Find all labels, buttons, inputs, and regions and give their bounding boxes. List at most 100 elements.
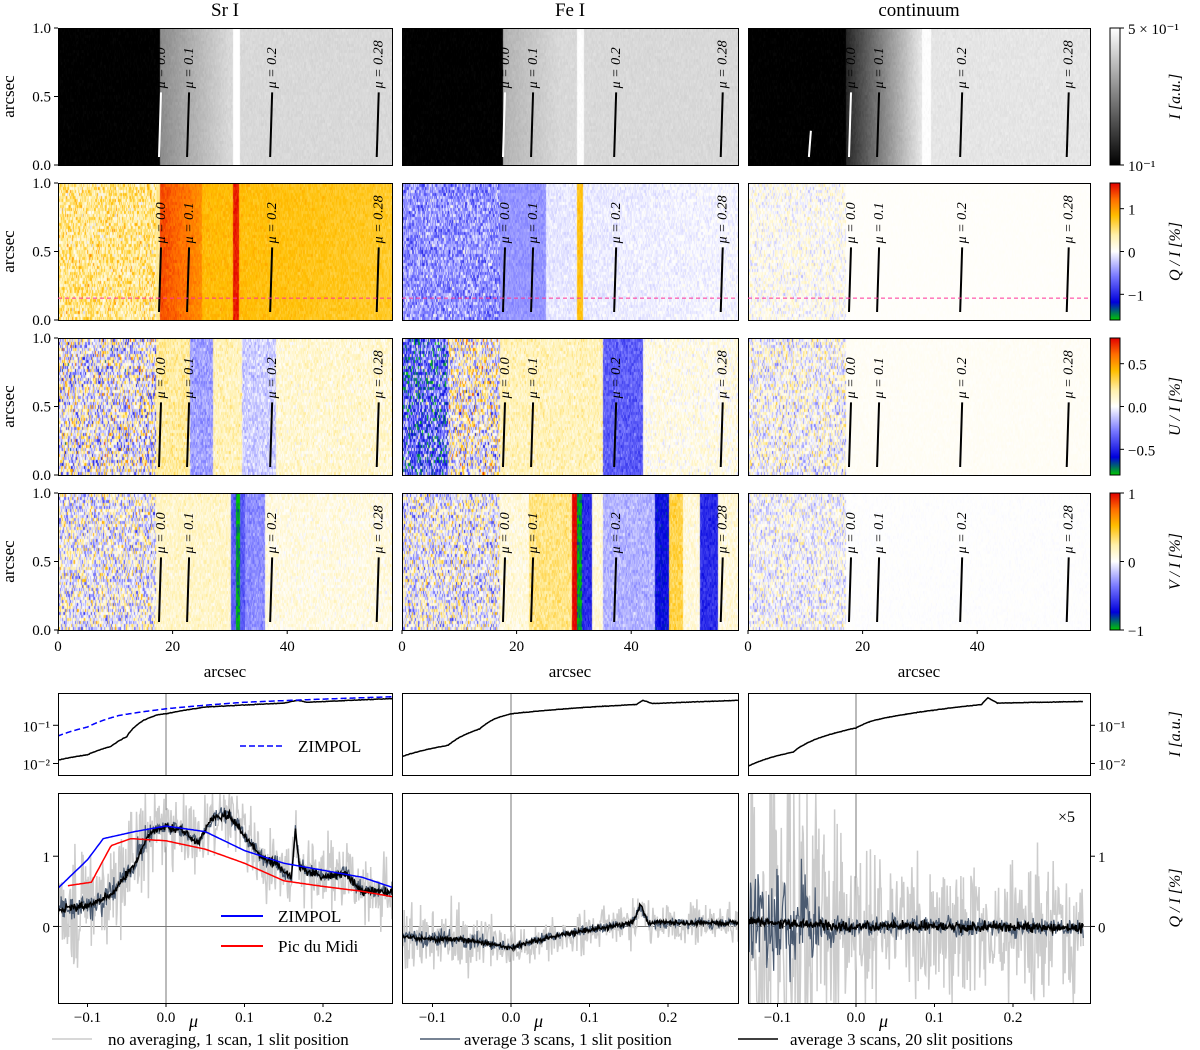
colorbar-tick-label: 5 × 10⁻¹ bbox=[1128, 22, 1179, 38]
mu-marker-line bbox=[876, 402, 881, 468]
mu-marker-label: μ = 0.2 bbox=[265, 47, 280, 89]
mu-marker-label: μ = 0.0 bbox=[154, 512, 169, 554]
heatmap-u-over-i-2 bbox=[748, 338, 1090, 475]
mu-marker-label: μ = 0.0 bbox=[498, 512, 513, 554]
heatmap-i-1 bbox=[402, 28, 738, 165]
mu-marker-line bbox=[157, 247, 162, 313]
mu-axis-label: μ bbox=[878, 1011, 888, 1031]
colorbar-tick-label: 0 bbox=[1128, 556, 1136, 572]
panel-frame bbox=[402, 183, 739, 321]
x-tick-label: −0.1 bbox=[764, 1010, 791, 1026]
mu-marker-line bbox=[719, 557, 724, 623]
y-tick-label: 0.0 bbox=[32, 623, 51, 639]
heatmap-v-over-i-1 bbox=[402, 493, 738, 630]
heatmap-q-over-i-1 bbox=[402, 183, 738, 320]
mu-marker-line bbox=[186, 247, 191, 313]
y-tick-label: 0.5 bbox=[32, 400, 51, 416]
q-curve-no-averaging bbox=[748, 793, 1085, 1003]
y-tick-label: 0 bbox=[43, 920, 51, 936]
mu-marker-label: μ = 0.0 bbox=[498, 47, 513, 89]
y-axis-label: arcsec bbox=[0, 385, 18, 428]
mu-marker-label: μ = 0.1 bbox=[526, 357, 541, 399]
heatmap-u-over-i-1 bbox=[402, 338, 738, 475]
mu-marker-line bbox=[876, 557, 881, 623]
colorbar-tick-label: 1 bbox=[1128, 487, 1136, 503]
mu-axis-label: μ bbox=[188, 1011, 198, 1031]
y-tick-label: 0.0 bbox=[32, 468, 51, 484]
panel-frame bbox=[58, 493, 393, 631]
colorbar bbox=[1109, 492, 1121, 631]
panel-frame bbox=[58, 693, 393, 776]
mu-marker-line bbox=[501, 557, 506, 623]
mu-marker-label: μ = 0.0 bbox=[154, 357, 169, 399]
mu-marker-label: μ = 0.0 bbox=[154, 202, 169, 244]
panel-frame bbox=[402, 338, 739, 476]
mu-marker-line bbox=[1065, 247, 1070, 313]
colorbar-label: V / I [%] bbox=[1167, 533, 1184, 590]
colorbar-tick-label: 10⁻¹ bbox=[1128, 159, 1155, 175]
i-curve-zimpol bbox=[58, 696, 392, 737]
heatmap-i-2 bbox=[748, 28, 1090, 165]
y-tick-label: 1.0 bbox=[32, 331, 51, 347]
x-tick-label: 0 bbox=[744, 639, 752, 655]
mu-marker-line bbox=[269, 247, 274, 313]
mu-marker-label: μ = 0.2 bbox=[609, 202, 624, 244]
mu-marker-label: μ = 0.2 bbox=[609, 357, 624, 399]
mu-marker-line bbox=[501, 247, 506, 313]
mu-marker-line bbox=[186, 92, 191, 158]
mu-marker-line bbox=[613, 557, 618, 623]
legend-label: ZIMPOL bbox=[278, 907, 341, 926]
mu-marker-line bbox=[530, 247, 535, 313]
x-tick-label: 20 bbox=[165, 639, 180, 655]
mu-marker-line bbox=[847, 402, 852, 468]
mu-marker-line bbox=[847, 247, 852, 313]
q-curve-average-20-slits bbox=[748, 915, 1085, 936]
q-curve-average-20-slits bbox=[402, 902, 738, 953]
mu-marker-label: μ = 0.1 bbox=[526, 47, 541, 89]
mu-marker-label: μ = 0.28 bbox=[372, 350, 387, 399]
mu-marker-label: μ = 0.28 bbox=[716, 350, 731, 399]
y-tick-label: 10⁻¹ bbox=[23, 719, 50, 735]
i-curve-visp bbox=[58, 697, 392, 761]
mu-marker-line bbox=[959, 402, 964, 468]
x-tick-label: 0.2 bbox=[314, 1010, 333, 1026]
mu-marker-line bbox=[959, 247, 964, 313]
column-title: Sr I bbox=[211, 0, 239, 21]
y-axis-label: arcsec bbox=[0, 230, 18, 273]
mu-marker-line bbox=[613, 247, 618, 313]
colorbar-tick-label: 0.0 bbox=[1128, 401, 1147, 417]
mu-marker-label: μ = 0.1 bbox=[526, 512, 541, 554]
mu-marker-line bbox=[501, 92, 506, 158]
mu-marker-label: μ = 0.2 bbox=[955, 202, 970, 244]
mu-marker-line bbox=[1065, 92, 1070, 158]
mu-marker-line bbox=[613, 92, 618, 158]
panel-frame bbox=[58, 28, 393, 166]
mu-marker-label: μ = 0.1 bbox=[182, 512, 197, 554]
colorbar-tick-label: −1 bbox=[1128, 624, 1144, 640]
x-tick-label: 40 bbox=[280, 639, 295, 655]
legend-label: ZIMPOL bbox=[298, 737, 361, 756]
x-tick-label: −0.1 bbox=[74, 1010, 101, 1026]
mu-marker-label: μ = 0.2 bbox=[955, 512, 970, 554]
mu-marker-label: μ = 0.2 bbox=[609, 512, 624, 554]
mu-marker-label: μ = 0.28 bbox=[372, 505, 387, 554]
mu-marker-line bbox=[375, 402, 380, 468]
mu-marker-label: μ = 0.0 bbox=[154, 47, 169, 89]
panel-frame bbox=[58, 338, 393, 476]
panel-frame bbox=[58, 793, 393, 1004]
column-title: Fe I bbox=[555, 0, 585, 21]
heatmap-v-over-i-0 bbox=[58, 493, 392, 630]
q-curve-average-20-slits bbox=[58, 808, 392, 915]
mu-marker-line bbox=[847, 557, 852, 623]
panel-frame bbox=[402, 493, 739, 631]
x-tick-label: 0.0 bbox=[502, 1010, 521, 1026]
mu-marker-line bbox=[847, 92, 852, 158]
mu-marker-label: μ = 0.1 bbox=[526, 202, 541, 244]
mu-marker-line bbox=[613, 402, 618, 468]
x-tick-label: 20 bbox=[855, 639, 870, 655]
q-curve-no-averaging bbox=[402, 895, 738, 979]
colorbar bbox=[1109, 337, 1121, 476]
mu-marker-label: μ = 0.1 bbox=[182, 47, 197, 89]
mu-marker-label: μ = 0.0 bbox=[844, 47, 859, 89]
